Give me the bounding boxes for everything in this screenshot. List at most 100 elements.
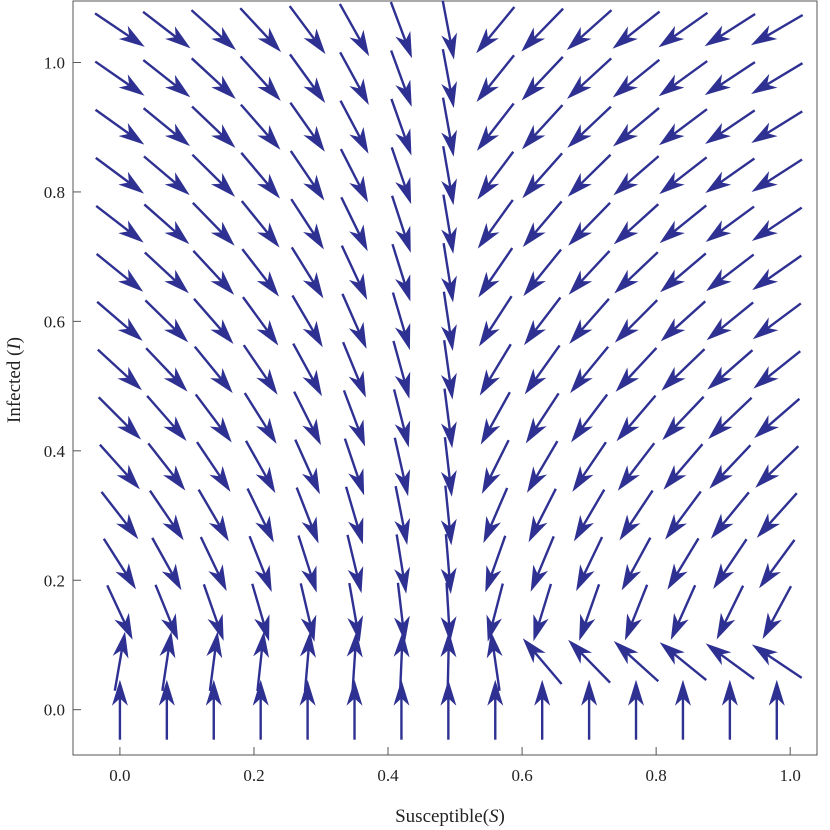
arrow-head bbox=[708, 415, 733, 440]
arrow-shaft bbox=[390, 195, 408, 240]
arrow-head bbox=[568, 221, 593, 246]
field-arrow bbox=[570, 345, 610, 394]
y-axis-title: Infected (I) bbox=[4, 337, 25, 423]
y-tick-label: 0.6 bbox=[44, 312, 65, 331]
field-arrow bbox=[289, 53, 326, 103]
field-arrow bbox=[154, 584, 179, 641]
arrow-shaft bbox=[443, 388, 452, 435]
arrow-shaft bbox=[484, 151, 515, 190]
arrow-shaft bbox=[765, 492, 798, 529]
field-arrow bbox=[391, 243, 411, 302]
arrow-head bbox=[257, 124, 281, 150]
field-arrow bbox=[142, 107, 191, 147]
field-arrow bbox=[240, 152, 281, 199]
field-arrow bbox=[658, 108, 708, 146]
arrow-head bbox=[706, 268, 732, 292]
arrow-shaft bbox=[718, 444, 752, 480]
field-arrow bbox=[658, 60, 708, 97]
arrow-shaft bbox=[446, 645, 450, 692]
field-arrow bbox=[478, 295, 513, 347]
arrow-shaft bbox=[719, 538, 748, 579]
arrow-head bbox=[613, 221, 639, 245]
field-arrow bbox=[440, 582, 457, 643]
arrow-head bbox=[302, 369, 322, 397]
arrow-head bbox=[163, 465, 186, 491]
arrow-head bbox=[348, 370, 366, 398]
field-arrow bbox=[486, 583, 504, 642]
arrow-shaft bbox=[763, 350, 801, 381]
field-arrow bbox=[659, 156, 708, 195]
field-arrow bbox=[568, 250, 611, 295]
arrow-shaft bbox=[768, 585, 793, 628]
arrow-shaft bbox=[716, 650, 755, 680]
field-arrow bbox=[206, 631, 223, 692]
arrow-shaft bbox=[669, 108, 708, 138]
field-arrow bbox=[628, 679, 645, 740]
arrow-head bbox=[441, 324, 457, 352]
field-arrow bbox=[394, 485, 411, 545]
x-axis-title: Susceptible(S) bbox=[395, 806, 505, 827]
field-arrow bbox=[253, 631, 270, 692]
arrow-head bbox=[303, 223, 324, 250]
arrow-head bbox=[117, 366, 143, 391]
arrow-head bbox=[441, 226, 457, 254]
field-arrow bbox=[390, 195, 411, 253]
field-arrow bbox=[477, 151, 515, 200]
arrow-shaft bbox=[623, 299, 659, 334]
arrow-shaft bbox=[623, 155, 660, 188]
arrow-head bbox=[348, 321, 367, 349]
x-tick-label: 0.6 bbox=[511, 766, 532, 785]
field-arrow bbox=[612, 58, 661, 98]
arrow-shaft bbox=[346, 534, 360, 580]
arrow-head bbox=[158, 679, 175, 706]
arrow-shaft bbox=[297, 535, 314, 580]
arrow-shaft bbox=[339, 100, 364, 142]
arrow-shaft bbox=[389, 1, 409, 46]
arrow-shaft bbox=[95, 204, 134, 236]
arrow-head bbox=[118, 171, 145, 194]
arrow-head bbox=[255, 466, 276, 494]
field-arrow bbox=[289, 101, 325, 152]
field-arrow bbox=[146, 395, 187, 442]
arrow-shaft bbox=[716, 205, 755, 235]
arrow-head bbox=[762, 612, 782, 640]
arrow-shaft bbox=[391, 292, 408, 338]
arrow-shaft bbox=[531, 296, 562, 335]
arrow-head bbox=[613, 172, 639, 196]
arrow-head bbox=[660, 318, 686, 342]
arrow-shaft bbox=[531, 344, 561, 384]
field-arrow bbox=[705, 205, 755, 243]
arrow-head bbox=[481, 467, 501, 494]
arrow-head bbox=[349, 224, 368, 252]
arrow-head bbox=[117, 415, 142, 440]
field-arrow bbox=[251, 583, 270, 642]
arrow-shaft bbox=[763, 254, 803, 284]
arrow-shaft bbox=[292, 343, 317, 385]
field-arrow bbox=[721, 679, 738, 740]
arrow-head bbox=[208, 514, 229, 542]
arrow-head bbox=[209, 416, 232, 443]
arrow-head bbox=[209, 465, 231, 492]
field-arrow bbox=[145, 347, 188, 392]
arrow-shaft bbox=[530, 152, 563, 189]
field-arrow bbox=[759, 539, 796, 589]
arrow-shaft bbox=[445, 582, 451, 629]
field-arrow bbox=[339, 51, 369, 106]
field-arrow bbox=[346, 631, 363, 692]
arrow-shaft bbox=[142, 107, 180, 139]
plot-frame bbox=[72, 0, 818, 756]
field-arrow bbox=[190, 57, 236, 100]
arrow-head bbox=[111, 679, 128, 706]
field-arrow bbox=[486, 631, 503, 692]
arrow-shaft bbox=[392, 340, 407, 386]
field-arrow bbox=[751, 62, 804, 95]
field-arrow bbox=[750, 13, 804, 46]
field-arrow bbox=[705, 157, 756, 194]
arrow-shaft bbox=[624, 394, 657, 432]
field-arrow bbox=[191, 153, 236, 197]
field-arrow bbox=[581, 679, 598, 740]
field-arrow bbox=[299, 631, 316, 692]
arrow-head bbox=[348, 419, 366, 447]
field-arrow bbox=[346, 679, 363, 740]
field-arrow bbox=[440, 631, 457, 692]
